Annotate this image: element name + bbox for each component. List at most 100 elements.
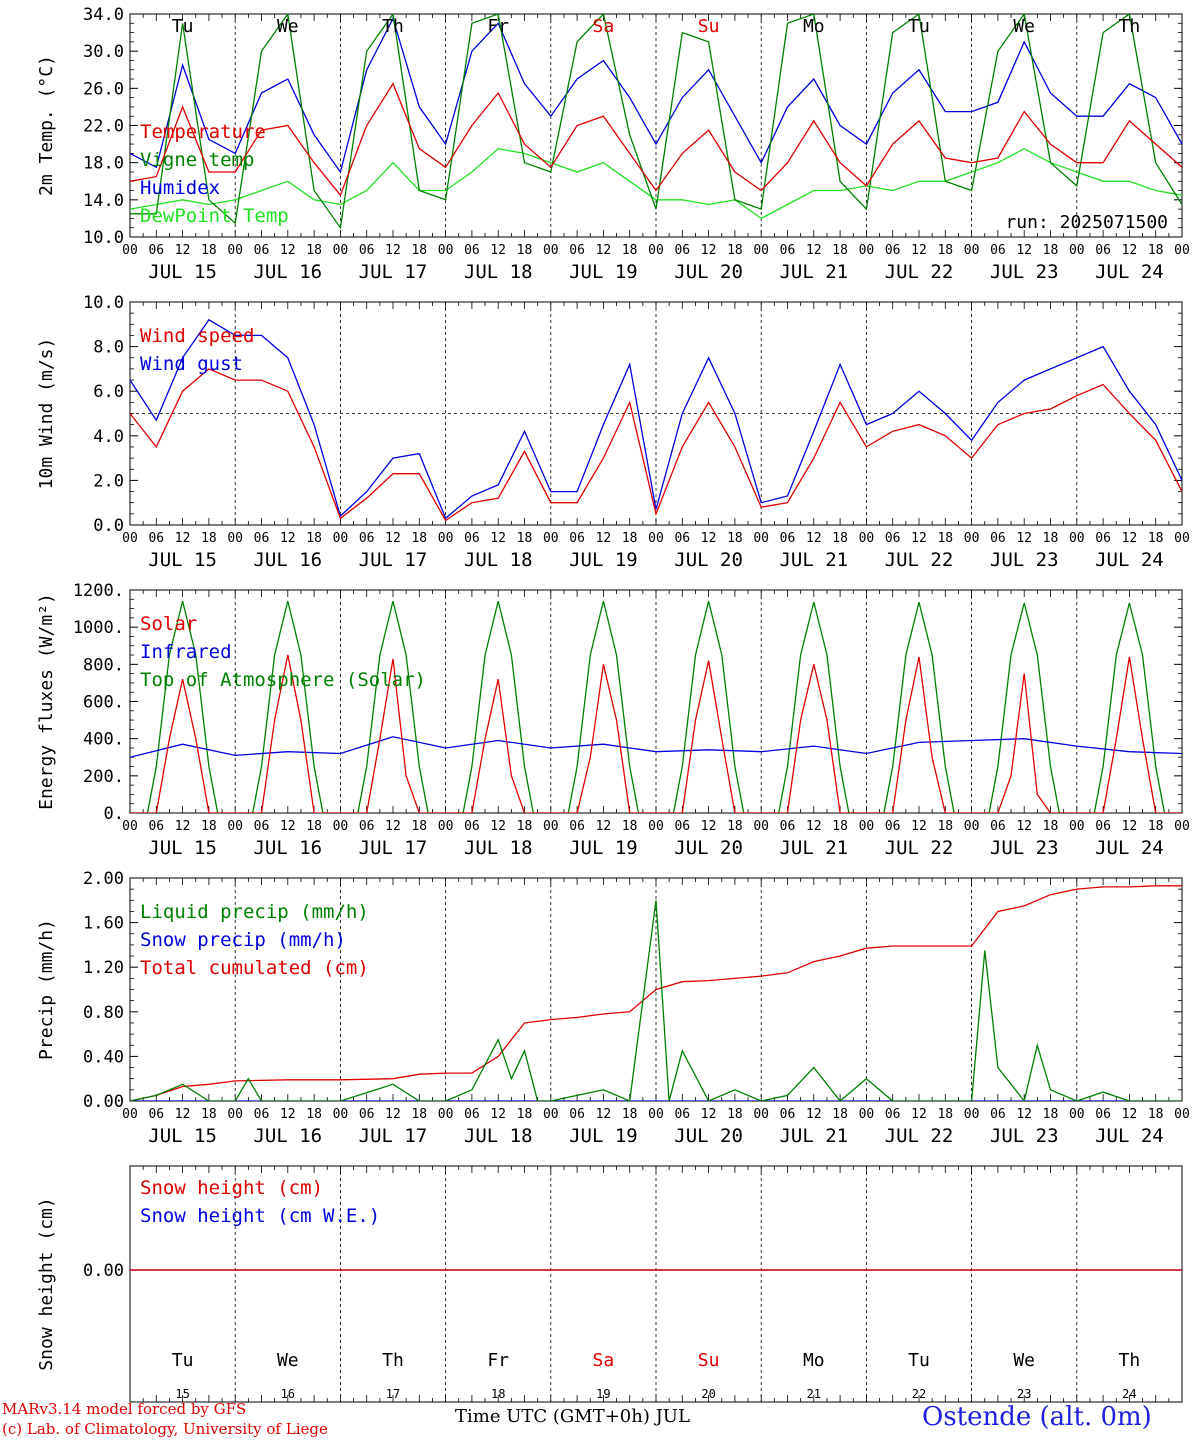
- day-number: 16: [281, 1387, 295, 1401]
- y-tick-label: 26.0: [83, 79, 124, 99]
- y-tick-label: 400.: [83, 730, 124, 750]
- day-abbrev-bottom: Tu: [172, 1350, 194, 1371]
- date-label: JUL 24: [1095, 549, 1164, 571]
- y-tick-label: 0.40: [83, 1047, 124, 1067]
- y-tick-label: 2.00: [83, 869, 124, 889]
- y-tick-label: 0.0: [93, 516, 124, 536]
- date-label: JUL 18: [464, 837, 533, 859]
- day-abbrev-top: Tu: [908, 16, 930, 37]
- day-abbrev-top: We: [277, 16, 299, 37]
- date-label: JUL 18: [464, 261, 533, 283]
- hour-tick-label: 06: [148, 1107, 164, 1122]
- hour-tick-label: 06: [885, 819, 901, 834]
- hour-tick-label: 00: [964, 243, 980, 258]
- hour-tick-label: 18: [201, 531, 217, 546]
- hour-tick-label: 06: [464, 243, 480, 258]
- date-label: JUL 17: [359, 549, 428, 571]
- hour-tick-label: 00: [964, 531, 980, 546]
- hour-tick-label: 06: [359, 243, 375, 258]
- hour-tick-label: 00: [648, 1107, 664, 1122]
- hour-tick-label: 06: [885, 243, 901, 258]
- date-label: JUL 19: [569, 1125, 638, 1147]
- y-tick-label: 8.0: [93, 338, 124, 358]
- hour-tick-label: 00: [859, 531, 875, 546]
- hour-tick-label: 00: [122, 531, 138, 546]
- hour-tick-label: 06: [569, 531, 585, 546]
- day-abbrev-top: Sa: [593, 16, 615, 37]
- date-label: JUL 22: [885, 837, 954, 859]
- hour-tick-label: 12: [490, 243, 506, 258]
- day-abbrev-top: We: [1013, 16, 1035, 37]
- hour-tick-label: 06: [1095, 819, 1111, 834]
- x-axis-title: Time UTC (GMT+0h) JUL: [455, 1406, 690, 1427]
- hour-tick-label: 06: [990, 1107, 1006, 1122]
- hour-tick-label: 18: [622, 531, 638, 546]
- hour-tick-label: 06: [885, 1107, 901, 1122]
- date-label: JUL 20: [674, 1125, 743, 1147]
- y-tick-label: 10.0: [83, 228, 124, 248]
- hour-tick-label: 06: [1095, 243, 1111, 258]
- day-number: 20: [701, 1387, 715, 1401]
- series-line-liquid-precip-mm-h-: [130, 900, 1182, 1101]
- hour-tick-label: 18: [517, 243, 533, 258]
- date-label: JUL 15: [148, 837, 217, 859]
- hour-tick-label: 18: [937, 1107, 953, 1122]
- hour-tick-label: 06: [148, 243, 164, 258]
- day-abbrev-bottom: We: [1013, 1350, 1035, 1371]
- hour-tick-label: 12: [1016, 1107, 1032, 1122]
- panel-4: 0.00 0.40 0.80 1.20 1.60 2.00 Precip (mm/h) Liq…: [36, 869, 1190, 1147]
- hour-tick-label: 12: [385, 531, 401, 546]
- date-label: JUL 22: [885, 549, 954, 571]
- date-label: JUL 24: [1095, 261, 1164, 283]
- legend-entry: Solar: [140, 613, 197, 635]
- hour-tick-label: 12: [911, 243, 927, 258]
- hour-tick-label: 00: [1174, 1107, 1190, 1122]
- hour-tick-label: 00: [227, 819, 243, 834]
- hour-tick-label: 00: [543, 531, 559, 546]
- date-label: JUL 16: [253, 837, 322, 859]
- day-abbrev-top: Th: [382, 16, 404, 37]
- hour-tick-label: 12: [175, 243, 191, 258]
- y-tick-label: 6.0: [93, 382, 124, 402]
- day-number: 19: [596, 1387, 610, 1401]
- series-line-humidex: [130, 16, 1182, 174]
- y-axis-label: 10m Wind (m/s): [36, 338, 57, 490]
- hour-tick-label: 12: [701, 1107, 717, 1122]
- series-group: [130, 885, 1182, 1101]
- hour-tick-label: 00: [333, 243, 349, 258]
- legend-entry: Humidex: [140, 177, 220, 199]
- hour-tick-label: 06: [569, 243, 585, 258]
- day-abbrev-top: Tu: [172, 16, 194, 37]
- date-label: JUL 21: [779, 549, 848, 571]
- hour-tick-label: 18: [1043, 531, 1059, 546]
- day-abbrev-top: Su: [698, 16, 720, 37]
- hour-tick-label: 12: [1016, 819, 1032, 834]
- y-tick-label: 200.: [83, 767, 124, 787]
- hour-tick-label: 00: [1069, 243, 1085, 258]
- y-tick-label: 800.: [83, 655, 124, 675]
- series-line-solar: [130, 654, 1182, 813]
- hour-tick-label: 12: [280, 531, 296, 546]
- date-label: JUL 19: [569, 837, 638, 859]
- hour-tick-label: 12: [911, 531, 927, 546]
- hour-tick-label: 12: [385, 1107, 401, 1122]
- hour-tick-label: 00: [648, 531, 664, 546]
- hour-tick-label: 06: [780, 819, 796, 834]
- hour-tick-label: 00: [648, 819, 664, 834]
- hour-tick-label: 18: [1148, 243, 1164, 258]
- hour-tick-label: 12: [1016, 531, 1032, 546]
- date-label: JUL 22: [885, 261, 954, 283]
- series-line-total-cumulated-cm-: [130, 885, 1182, 1101]
- hour-tick-label: 06: [359, 531, 375, 546]
- hour-tick-label: 18: [1043, 1107, 1059, 1122]
- legend-entry: Snow height (cm W.E.): [140, 1205, 380, 1227]
- hour-tick-label: 12: [385, 243, 401, 258]
- y-tick-label: 34.0: [83, 5, 124, 25]
- hour-tick-label: 18: [1148, 531, 1164, 546]
- hour-tick-label: 18: [1043, 243, 1059, 258]
- hour-tick-label: 06: [1095, 531, 1111, 546]
- hour-tick-label: 06: [464, 1107, 480, 1122]
- date-label: JUL 21: [779, 837, 848, 859]
- hour-tick-label: 12: [596, 1107, 612, 1122]
